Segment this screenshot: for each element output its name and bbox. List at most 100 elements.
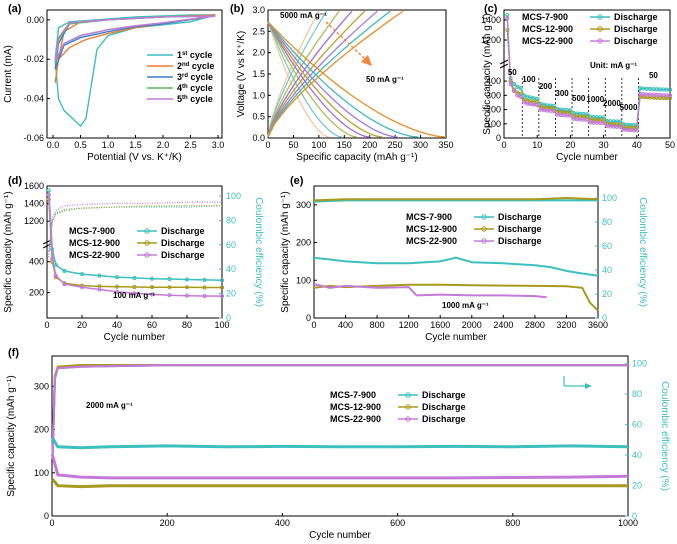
d-y2tick-label: 60 bbox=[226, 240, 236, 250]
c-point bbox=[511, 88, 517, 94]
d-legend-series: Discharge bbox=[161, 238, 205, 248]
d-point bbox=[202, 277, 207, 283]
d-point bbox=[62, 281, 67, 287]
b-xtick-label: 50 bbox=[288, 140, 298, 150]
e-legend-marker bbox=[481, 226, 487, 232]
e-xtick-label: 2800 bbox=[525, 320, 545, 330]
f-xtick-label: 200 bbox=[160, 518, 175, 528]
c-point bbox=[568, 108, 573, 113]
c-xlabel: Cycle number bbox=[556, 152, 618, 163]
c-rate-label: 50 bbox=[508, 68, 517, 77]
a-legend-label: 1st cycle bbox=[177, 50, 212, 60]
c-legend-marker bbox=[597, 26, 603, 32]
c-xtick-label: 0 bbox=[501, 140, 506, 150]
a-legend-label: 4th cycle bbox=[177, 83, 213, 93]
e-legend-series: Discharge bbox=[498, 236, 542, 246]
d-xtick-label: 0 bbox=[44, 320, 49, 330]
c-point bbox=[535, 102, 540, 108]
d-legend-label: MCS-12-900 bbox=[69, 238, 120, 248]
c-point bbox=[551, 103, 556, 109]
b-ytick-label: 0.0 bbox=[252, 133, 265, 143]
c-ytick-label: 300 bbox=[486, 90, 501, 100]
a-ytick-label: -0.04 bbox=[23, 94, 44, 104]
b-charge-curve bbox=[267, 10, 328, 138]
c-ytick-label: 200 bbox=[486, 105, 501, 115]
e-xtick-label: 3200 bbox=[556, 320, 576, 330]
c-rate-label: 1000 bbox=[586, 95, 604, 104]
c-ylabel: Specific capacity (mAh g⁻¹) bbox=[482, 13, 493, 134]
e-ce-line bbox=[313, 199, 598, 203]
f-xtick-label: 400 bbox=[275, 518, 290, 528]
c-axis-break bbox=[499, 59, 509, 65]
c-unit-label: Unit: mA g⁻¹ bbox=[590, 61, 637, 70]
e-legend-label: MCS-7-900 bbox=[406, 212, 452, 222]
c-rate-label: 300 bbox=[555, 89, 569, 98]
d-ytick-label: 1400 bbox=[24, 199, 44, 209]
f-ce-line bbox=[51, 364, 628, 456]
f-ytick-label: 200 bbox=[34, 425, 49, 435]
e-y2tick-label: 20 bbox=[602, 289, 612, 299]
e-ce-line bbox=[313, 196, 599, 202]
f-ytick-label: 100 bbox=[34, 468, 49, 478]
e-xtick-label: 2000 bbox=[462, 320, 482, 330]
a-ytick-label: -0.02 bbox=[23, 54, 44, 64]
b-ylabel: Voltage (V vs K⁺/K) bbox=[236, 31, 247, 117]
b-xtick-label: 300 bbox=[413, 140, 428, 150]
d-point bbox=[202, 293, 207, 299]
c-point bbox=[618, 122, 623, 127]
e-legend-series: Discharge bbox=[498, 212, 542, 222]
b-charge-curve bbox=[267, 10, 404, 138]
c-ytick-label: 1200 bbox=[481, 35, 501, 45]
c-rate-label: 5000 bbox=[620, 103, 638, 112]
plot-a-frame bbox=[46, 9, 223, 139]
d-point bbox=[149, 285, 155, 290]
d-legend-marker bbox=[144, 240, 150, 246]
d-xtick-label: 40 bbox=[112, 320, 122, 330]
panel-a-letter: (a) bbox=[8, 3, 22, 15]
b-discharge-curve bbox=[267, 21, 383, 138]
d-point bbox=[184, 293, 190, 298]
d-point bbox=[219, 285, 225, 290]
d-point bbox=[184, 277, 190, 282]
d-legend-series: Discharge bbox=[161, 226, 205, 236]
b-annotation-low-rate: 50 mA g⁻¹ bbox=[366, 75, 404, 84]
a-xtick-label: 2.5 bbox=[184, 140, 197, 150]
f-legend-marker bbox=[405, 392, 411, 398]
f-ylabel2: Coulombic efficiency (%) bbox=[659, 381, 670, 491]
e-xtick-label: 400 bbox=[338, 320, 353, 330]
e-xlabel: Cycle number bbox=[425, 332, 487, 343]
e-xtick-label: 800 bbox=[370, 320, 385, 330]
f-legend-label: MCS-12-900 bbox=[330, 402, 381, 412]
a-xtick-label: 1.5 bbox=[129, 140, 142, 150]
panel-d-letter: (d) bbox=[8, 175, 22, 187]
d-y2tick-label: 40 bbox=[226, 264, 236, 274]
c-point bbox=[601, 120, 606, 126]
f-y2tick-label: 80 bbox=[632, 389, 642, 399]
b-ytick-label: 0.5 bbox=[252, 112, 265, 122]
d-ytick-label: 400 bbox=[29, 257, 44, 267]
c-rate-label: 2000 bbox=[603, 99, 621, 108]
d-point bbox=[53, 273, 58, 278]
f-xlabel: Cycle number bbox=[309, 530, 371, 541]
c-point bbox=[505, 15, 510, 21]
f-xtick-label: 600 bbox=[390, 518, 405, 528]
e-xtick-label: 1200 bbox=[399, 320, 419, 330]
e-y2tick-label: 80 bbox=[602, 217, 612, 227]
c-rate-label: 200 bbox=[539, 82, 553, 91]
a-xtick-label: 1.0 bbox=[102, 140, 115, 150]
e-ylabel: Specific capacity (mAh g⁻¹) bbox=[280, 191, 291, 312]
f-ytick-label: 0 bbox=[44, 511, 49, 521]
c-ytick-label: 400 bbox=[486, 76, 501, 86]
e-ytick-label: 0 bbox=[306, 313, 311, 323]
d-point bbox=[46, 192, 51, 197]
d-point bbox=[114, 275, 120, 280]
panel-c-letter: (c) bbox=[484, 3, 498, 15]
a-xtick-label: 2.0 bbox=[157, 140, 170, 150]
c-ytick-label: 0 bbox=[496, 133, 501, 143]
f-legend-marker bbox=[405, 404, 411, 410]
f-series-line bbox=[51, 478, 628, 489]
d-point bbox=[97, 273, 102, 278]
f-series-line bbox=[51, 437, 629, 450]
e-series-line bbox=[313, 256, 599, 277]
d-rate-label: 100 mA g⁻¹ bbox=[113, 291, 155, 300]
